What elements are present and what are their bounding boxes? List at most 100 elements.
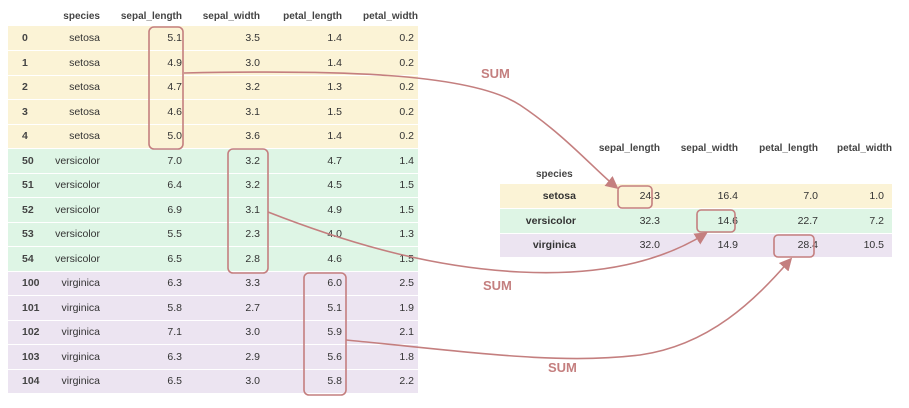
value-cell: 3.6 bbox=[182, 124, 260, 149]
value-cell: 6.5 bbox=[100, 369, 182, 394]
sum-label: SUM bbox=[548, 360, 577, 375]
value-cell: 4.0 bbox=[260, 222, 342, 247]
sum-value-cell: 1.0 bbox=[818, 184, 892, 209]
column-header: sepal_width bbox=[202, 10, 260, 22]
value-cell: 4.6 bbox=[100, 99, 182, 125]
row-index: 100 bbox=[8, 271, 40, 296]
row-index: 2 bbox=[8, 75, 40, 100]
value-cell: 4.7 bbox=[260, 148, 342, 174]
value-cell: 1.3 bbox=[342, 222, 418, 247]
species-cell: virginica bbox=[40, 369, 100, 394]
value-cell: 2.5 bbox=[342, 271, 418, 296]
value-cell: 1.5 bbox=[342, 173, 418, 198]
row-index: 4 bbox=[8, 124, 40, 149]
row-index: 1 bbox=[8, 50, 40, 76]
species-cell: versicolor bbox=[40, 246, 100, 272]
sum-label: SUM bbox=[483, 278, 512, 293]
row-index: 52 bbox=[8, 197, 40, 223]
value-cell: 1.8 bbox=[342, 344, 418, 370]
species-index: virginica bbox=[500, 233, 580, 258]
value-cell: 1.4 bbox=[260, 50, 342, 76]
value-cell: 1.5 bbox=[342, 246, 418, 272]
table-row: 101 virginica 5.8 2.7 5.1 1.9 bbox=[8, 295, 418, 321]
value-cell: 3.2 bbox=[182, 75, 260, 100]
row-index: 54 bbox=[8, 246, 40, 272]
species-cell: setosa bbox=[40, 26, 100, 51]
column-header: petal_width bbox=[362, 10, 418, 22]
value-cell: 2.7 bbox=[182, 295, 260, 321]
species-cell: virginica bbox=[40, 344, 100, 370]
species-index: setosa bbox=[500, 184, 580, 209]
species-cell: versicolor bbox=[40, 222, 100, 247]
value-cell: 3.0 bbox=[182, 320, 260, 345]
sum-label: SUM bbox=[481, 66, 510, 81]
species-cell: setosa bbox=[40, 99, 100, 125]
table-row: 54 versicolor 6.5 2.8 4.6 1.5 bbox=[8, 246, 418, 272]
value-cell: 1.5 bbox=[260, 99, 342, 125]
value-cell: 5.6 bbox=[260, 344, 342, 370]
sum-value-cell: 32.0 bbox=[580, 233, 660, 258]
table-row: 2 setosa 4.7 3.2 1.3 0.2 bbox=[8, 75, 418, 100]
value-cell: 3.1 bbox=[182, 197, 260, 223]
table-row: versicolor 32.3 14.6 22.7 7.2 bbox=[500, 208, 892, 234]
table-row: 53 versicolor 5.5 2.3 4.0 1.3 bbox=[8, 222, 418, 247]
row-index: 50 bbox=[8, 148, 40, 174]
sum-value-cell: 10.5 bbox=[818, 233, 892, 258]
value-cell: 3.5 bbox=[182, 26, 260, 51]
row-index: 51 bbox=[8, 173, 40, 198]
value-cell: 6.4 bbox=[100, 173, 182, 198]
value-cell: 0.2 bbox=[342, 50, 418, 76]
value-cell: 1.5 bbox=[342, 197, 418, 223]
value-cell: 0.2 bbox=[342, 99, 418, 125]
value-cell: 7.1 bbox=[100, 320, 182, 345]
source-table: species sepal_length sepal_width petal_l… bbox=[8, 6, 418, 394]
value-cell: 2.9 bbox=[182, 344, 260, 370]
table-row: 51 versicolor 6.4 3.2 4.5 1.5 bbox=[8, 173, 418, 198]
value-cell: 6.0 bbox=[260, 271, 342, 296]
value-cell: 5.8 bbox=[260, 369, 342, 394]
value-cell: 1.9 bbox=[342, 295, 418, 321]
species-cell: virginica bbox=[40, 271, 100, 296]
value-cell: 0.2 bbox=[342, 26, 418, 51]
table-row: 1 setosa 4.9 3.0 1.4 0.2 bbox=[8, 50, 418, 76]
sum-value-cell: 32.3 bbox=[580, 208, 660, 234]
species-cell: setosa bbox=[40, 50, 100, 76]
value-cell: 2.3 bbox=[182, 222, 260, 247]
value-cell: 6.5 bbox=[100, 246, 182, 272]
value-cell: 6.3 bbox=[100, 344, 182, 370]
sum-value-cell: 24.3 bbox=[580, 184, 660, 209]
value-cell: 6.9 bbox=[100, 197, 182, 223]
column-header: petal_length bbox=[759, 142, 818, 154]
species-cell: versicolor bbox=[40, 148, 100, 174]
species-cell: versicolor bbox=[40, 173, 100, 198]
value-cell: 5.8 bbox=[100, 295, 182, 321]
value-cell: 5.1 bbox=[100, 26, 182, 51]
value-cell: 2.1 bbox=[342, 320, 418, 345]
value-cell: 1.4 bbox=[260, 26, 342, 51]
value-cell: 3.3 bbox=[182, 271, 260, 296]
value-cell: 3.0 bbox=[182, 50, 260, 76]
grouped-sum-table: sepal_length sepal_width petal_length pe… bbox=[500, 138, 892, 258]
value-cell: 1.3 bbox=[260, 75, 342, 100]
table-row: 4 setosa 5.0 3.6 1.4 0.2 bbox=[8, 124, 418, 149]
value-cell: 5.5 bbox=[100, 222, 182, 247]
species-cell: virginica bbox=[40, 320, 100, 345]
species-cell: virginica bbox=[40, 295, 100, 321]
table-row: 103 virginica 6.3 2.9 5.6 1.8 bbox=[8, 344, 418, 370]
row-index: 0 bbox=[8, 26, 40, 51]
column-header: species bbox=[63, 10, 100, 22]
value-cell: 7.0 bbox=[100, 148, 182, 174]
table-row: 52 versicolor 6.9 3.1 4.9 1.5 bbox=[8, 197, 418, 223]
value-cell: 2.8 bbox=[182, 246, 260, 272]
column-header: sepal_length bbox=[598, 142, 660, 154]
value-cell: 3.2 bbox=[182, 148, 260, 174]
table-row: 104 virginica 6.5 3.0 5.8 2.2 bbox=[8, 369, 418, 394]
row-index: 103 bbox=[8, 344, 40, 370]
value-cell: 4.7 bbox=[100, 75, 182, 100]
value-cell: 1.4 bbox=[260, 124, 342, 149]
value-cell: 4.5 bbox=[260, 173, 342, 198]
value-cell: 4.6 bbox=[260, 246, 342, 272]
value-cell: 6.3 bbox=[100, 271, 182, 296]
value-cell: 0.2 bbox=[342, 124, 418, 149]
value-cell: 5.9 bbox=[260, 320, 342, 345]
